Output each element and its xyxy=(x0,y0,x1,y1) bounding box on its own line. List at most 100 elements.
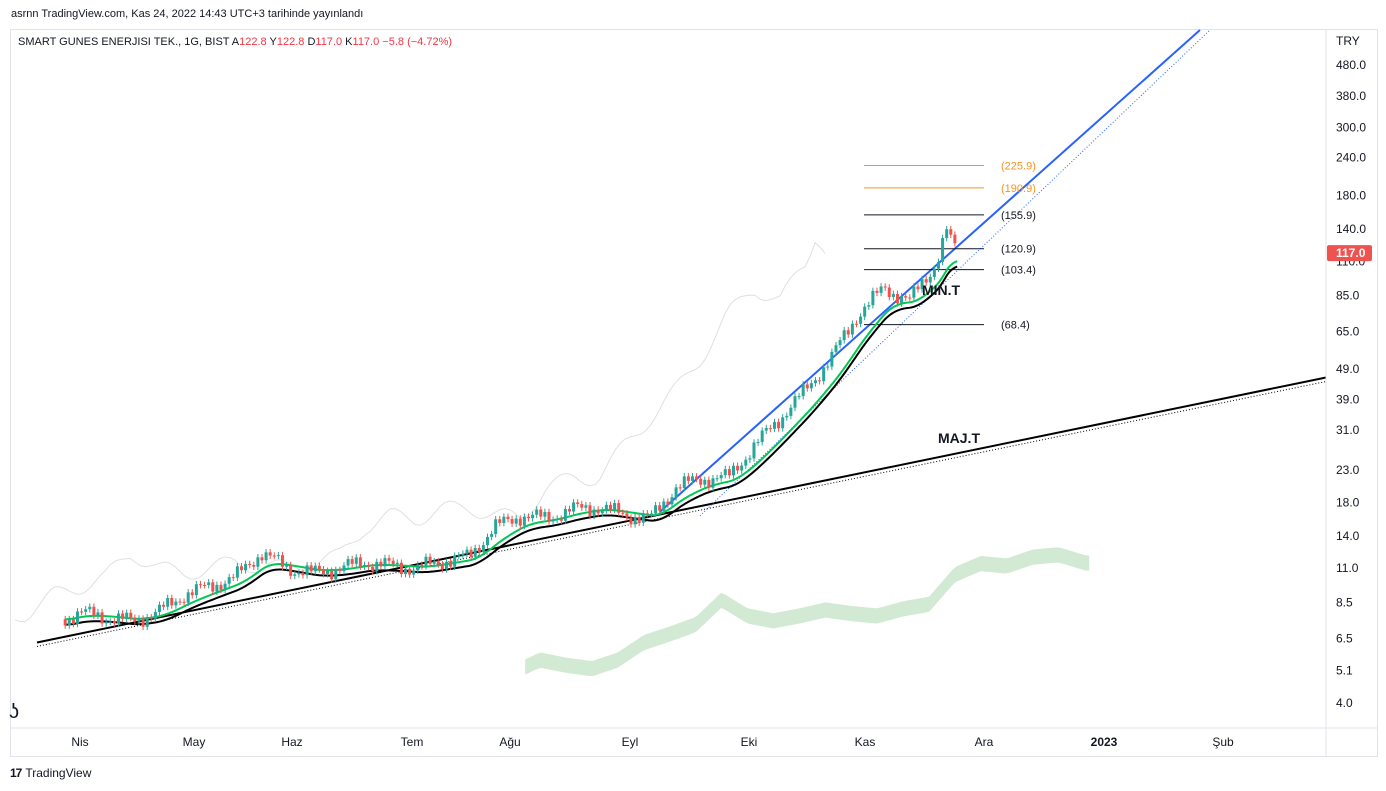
candle-body-38 xyxy=(219,584,223,590)
candle-4 xyxy=(80,608,84,616)
candle-body-28 xyxy=(178,601,182,603)
candle-body-115 xyxy=(535,509,539,515)
candle-body-69 xyxy=(346,559,350,566)
candle-132 xyxy=(604,501,608,514)
candle-14 xyxy=(121,610,125,623)
candle-body-184 xyxy=(818,380,822,382)
candle-3 xyxy=(75,608,79,628)
candle-body-207 xyxy=(912,286,916,298)
fib-label-2: (155.9) xyxy=(1001,210,1036,222)
candle-body-44 xyxy=(244,563,248,571)
candle-116 xyxy=(539,506,543,521)
candle-body-36 xyxy=(211,582,215,592)
candle-body-100 xyxy=(473,548,477,557)
candle-209 xyxy=(920,275,924,293)
candle-body-139 xyxy=(633,517,637,525)
candle-200 xyxy=(883,283,887,291)
candle-25 xyxy=(166,594,170,611)
candle-191 xyxy=(846,326,850,338)
candle-body-132 xyxy=(604,504,608,511)
price-tick-13: 18.0 xyxy=(1336,496,1360,510)
candle-body-147 xyxy=(666,501,670,505)
candle-body-211 xyxy=(928,276,932,283)
candle-139 xyxy=(633,513,637,528)
time-axis[interactable]: Nis May Haz Tem Ağu Eyl Eki Kas Ara 2023 Şub xyxy=(10,727,1378,749)
candle-body-103 xyxy=(485,536,489,546)
candle-59 xyxy=(305,562,309,579)
candle-53 xyxy=(280,551,284,571)
candle-body-217 xyxy=(953,234,957,244)
candle-10 xyxy=(104,618,108,627)
candle-body-167 xyxy=(748,458,752,460)
price-tick-11: 31.0 xyxy=(1336,423,1360,437)
candle-body-88 xyxy=(424,556,428,567)
currency-label: TRY xyxy=(1336,34,1360,48)
published-info: asrnn TradingView.com, Kas 24, 2022 14:4… xyxy=(11,8,364,20)
candle-118 xyxy=(547,508,551,525)
candle-61 xyxy=(313,562,317,575)
candle-210 xyxy=(924,275,928,286)
candle-47 xyxy=(256,554,260,571)
candle-body-171 xyxy=(764,428,768,431)
watermark-icon: ʖ xyxy=(9,701,19,723)
candle-body-192 xyxy=(850,323,854,335)
candle-172 xyxy=(768,424,772,433)
candle-134 xyxy=(613,499,617,514)
candle-12 xyxy=(112,618,116,627)
candle-body-193 xyxy=(854,323,858,325)
candle-77 xyxy=(379,558,383,570)
price-axis[interactable]: TRY480.0380.0300.0240.0180.0140.0110.085… xyxy=(1325,30,1372,757)
candle-99 xyxy=(469,546,473,561)
candle-199 xyxy=(879,283,883,297)
candle-body-151 xyxy=(682,476,686,489)
candle-46 xyxy=(252,561,256,571)
candle-104 xyxy=(490,530,494,541)
candle-body-39 xyxy=(223,583,227,590)
fib-label-5: (68.4) xyxy=(1001,320,1030,332)
candle-45 xyxy=(248,560,252,569)
candle-body-86 xyxy=(416,564,420,571)
candle-17 xyxy=(133,614,137,625)
time-tick-9: 2023 xyxy=(1091,735,1118,749)
open-label: A xyxy=(231,36,240,48)
candle-body-128 xyxy=(588,505,592,516)
candle-body-159 xyxy=(715,478,719,480)
high-value: 122.8 xyxy=(276,36,305,48)
time-tick-0: Nis xyxy=(71,735,88,749)
footer[interactable]: 17 TradingView xyxy=(10,766,91,780)
candle-body-199 xyxy=(879,286,883,293)
candle-186 xyxy=(826,363,830,371)
candle-body-136 xyxy=(621,512,625,514)
candle-146 xyxy=(662,498,666,515)
candle-body-67 xyxy=(338,569,342,572)
price-tick-12: 23.0 xyxy=(1336,463,1360,477)
price-tick-9: 49.0 xyxy=(1336,362,1360,376)
candle-93 xyxy=(444,558,448,573)
candle-8 xyxy=(96,609,100,620)
candle-175 xyxy=(781,414,785,432)
candle-109 xyxy=(510,515,514,527)
fib-levels[interactable]: (225.9) (190.9) (155.9) (120.9) (103.4) (68.4… xyxy=(864,160,1036,332)
price-tick-8: 65.0 xyxy=(1336,324,1360,338)
ema-fast xyxy=(65,260,958,621)
candle-151 xyxy=(682,473,686,492)
annotation-min-t: MIN.T xyxy=(922,282,961,298)
candle-body-190 xyxy=(842,330,846,341)
candle-153 xyxy=(690,473,694,485)
candle-108 xyxy=(506,513,510,523)
candles xyxy=(63,225,957,631)
cloud-area xyxy=(525,547,1090,677)
price-tick-2: 300.0 xyxy=(1336,121,1366,135)
candle-body-120 xyxy=(555,518,559,520)
candle-body-108 xyxy=(506,516,510,520)
trend-lines[interactable] xyxy=(36,29,1327,647)
candle-body-6 xyxy=(88,606,92,610)
candle-110 xyxy=(514,515,518,527)
minor-trend-line xyxy=(659,29,1201,513)
price-tick-10: 39.0 xyxy=(1336,393,1360,407)
candle-body-166 xyxy=(744,459,748,466)
candle-81 xyxy=(395,559,399,568)
chart-frame[interactable] xyxy=(10,29,1378,757)
candle-127 xyxy=(584,502,588,512)
